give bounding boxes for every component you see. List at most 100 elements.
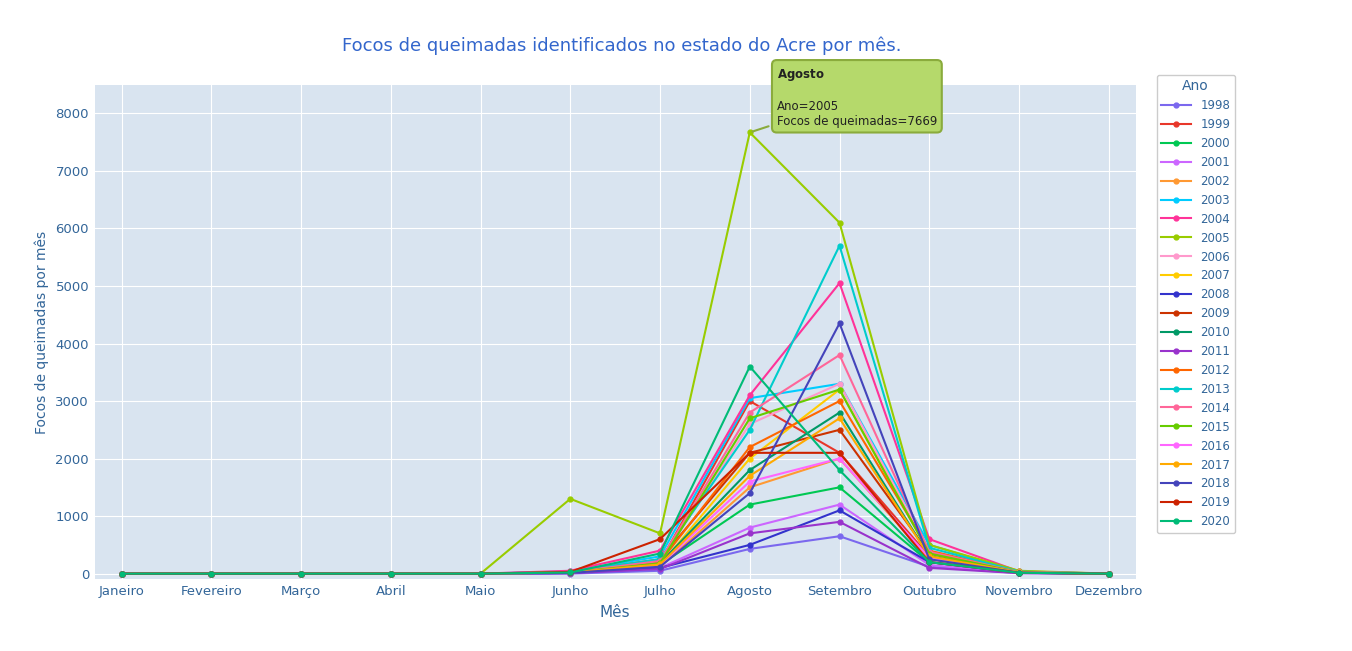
1999 (562, 568, 579, 576)
2005 (1101, 570, 1117, 577)
2013 (742, 426, 758, 434)
2005 (1011, 567, 1028, 575)
2004 (1101, 570, 1117, 577)
1998 (831, 533, 848, 540)
2016 (831, 454, 848, 462)
Line: 1999: 1999 (119, 398, 1111, 576)
Line: 2015: 2015 (119, 387, 1111, 576)
2013 (383, 570, 399, 577)
2010 (562, 569, 579, 577)
1999 (383, 570, 399, 577)
2001 (472, 570, 488, 577)
2018 (203, 570, 219, 577)
2015 (383, 570, 399, 577)
2005 (652, 529, 668, 537)
2015 (472, 570, 488, 577)
2020 (831, 466, 848, 474)
1998 (114, 570, 130, 577)
2007 (921, 549, 937, 557)
2019 (652, 535, 668, 543)
2008 (1101, 570, 1117, 577)
1999 (921, 553, 937, 561)
2019 (831, 449, 848, 457)
1999 (1101, 570, 1117, 577)
2001 (1011, 569, 1028, 577)
2016 (1101, 570, 1117, 577)
2008 (383, 570, 399, 577)
2014 (652, 557, 668, 565)
1998 (562, 570, 579, 577)
2001 (742, 523, 758, 531)
2007 (383, 570, 399, 577)
Line: 2005: 2005 (119, 130, 1111, 576)
1998 (472, 570, 488, 577)
2000 (114, 570, 130, 577)
2019 (1011, 569, 1028, 577)
2015 (742, 415, 758, 422)
2016 (652, 561, 668, 569)
2008 (293, 570, 310, 577)
2010 (1101, 570, 1117, 577)
2007 (472, 570, 488, 577)
Line: 2009: 2009 (119, 427, 1111, 576)
2012 (652, 558, 668, 566)
2006 (114, 570, 130, 577)
2004 (1011, 568, 1028, 575)
2001 (562, 569, 579, 577)
2017 (562, 569, 579, 577)
2001 (114, 570, 130, 577)
2020 (203, 570, 219, 577)
2017 (921, 553, 937, 561)
2010 (472, 570, 488, 577)
2019 (472, 570, 488, 577)
2002 (293, 570, 310, 577)
Text: $\bf{Agosto}$

Ano=2005
Focos de queimadas=7669: $\bf{Agosto}$ Ano=2005 Focos de queimada… (753, 67, 937, 132)
1998 (203, 570, 219, 577)
1999 (652, 558, 668, 566)
2006 (472, 570, 488, 577)
2017 (472, 570, 488, 577)
2013 (562, 568, 579, 576)
2015 (921, 549, 937, 557)
2009 (203, 570, 219, 577)
2008 (742, 541, 758, 549)
2003 (1101, 570, 1117, 577)
2012 (203, 570, 219, 577)
2005 (472, 570, 488, 577)
2017 (1101, 570, 1117, 577)
Line: 1998: 1998 (119, 534, 1111, 576)
2007 (1011, 568, 1028, 576)
2005 (383, 570, 399, 577)
1999 (742, 397, 758, 405)
2008 (652, 564, 668, 572)
2008 (114, 570, 130, 577)
2002 (921, 555, 937, 563)
2013 (921, 544, 937, 551)
2017 (203, 570, 219, 577)
2016 (293, 570, 310, 577)
2015 (203, 570, 219, 577)
2009 (742, 449, 758, 457)
2002 (652, 563, 668, 571)
2013 (203, 570, 219, 577)
2001 (293, 570, 310, 577)
2016 (383, 570, 399, 577)
2003 (562, 568, 579, 575)
2013 (114, 570, 130, 577)
2019 (203, 570, 219, 577)
2009 (293, 570, 310, 577)
2017 (114, 570, 130, 577)
2008 (921, 558, 937, 566)
1999 (114, 570, 130, 577)
Line: 2020: 2020 (119, 364, 1111, 576)
2004 (114, 570, 130, 577)
2011 (742, 529, 758, 537)
2018 (293, 570, 310, 577)
2011 (562, 569, 579, 577)
2018 (831, 320, 848, 327)
2000 (293, 570, 310, 577)
2000 (472, 570, 488, 577)
2008 (203, 570, 219, 577)
Line: 2004: 2004 (119, 281, 1111, 576)
2006 (1101, 570, 1117, 577)
